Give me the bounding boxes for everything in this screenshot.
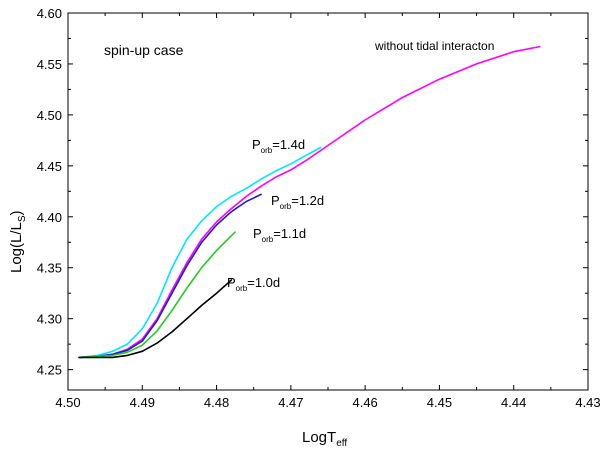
annotation-porb-1-0d: Porb=1.0d: [227, 275, 280, 293]
series-line-4: [78, 279, 233, 359]
x-tick-label: 4.46: [352, 395, 377, 410]
annotation-porb-1-4d: Porb=1.4d: [252, 137, 305, 155]
x-tick-label: 4.49: [130, 395, 155, 410]
y-tick-label: 4.60: [37, 6, 62, 21]
annotation-without-tidal: without tidal interacton: [374, 39, 494, 53]
y-tick-label: 4.30: [37, 312, 62, 327]
y-tick-label: 4.55: [37, 57, 62, 72]
x-tick-label: 4.45: [427, 395, 452, 410]
y-tick-label: 4.50: [37, 108, 62, 123]
annotation-porb-1-0d-prefix: P: [227, 275, 236, 290]
y-axis-label-sub: S: [17, 215, 28, 222]
x-axis-label: LogTeff: [302, 429, 347, 449]
y-tick-label: 4.45: [37, 159, 62, 174]
annotation-porb-1-2d-value: =1.2d: [291, 193, 324, 208]
x-tick-label: 4.50: [55, 395, 80, 410]
series-line-3: [78, 231, 236, 359]
annotation-porb-1-4d-prefix: P: [252, 137, 261, 152]
annotation-porb-1-2d: Porb=1.2d: [271, 193, 324, 211]
y-axis-label: Log(L/LS): [8, 210, 28, 273]
annotation-porb-1-2d-sub: orb: [280, 202, 292, 211]
annotation-porb-1-0d-value: =1.0d: [247, 275, 280, 290]
x-axis-label-main: LogT: [302, 429, 336, 446]
y-tick-label: 4.25: [37, 363, 62, 378]
annotation-porb-1-0d-sub: orb: [236, 284, 248, 293]
annotation-spin-up-case: spin-up case: [104, 42, 184, 58]
annotation-porb-1-1d-prefix: P: [253, 226, 262, 241]
annotation-porb-1-1d-sub: orb: [262, 235, 274, 244]
y-axis-ticks: 4.25 4.30 4.35 4.40 4.45 4.50 4.55 4.60: [37, 6, 588, 378]
y-axis-label-close: ): [8, 210, 25, 215]
x-tick-label: 4.48: [204, 395, 229, 410]
x-tick-label: 4.43: [575, 395, 600, 410]
x-tick-label: 4.47: [278, 395, 303, 410]
y-axis-label-main: Log(L/L: [8, 222, 25, 273]
annotation-porb-1-4d-sub: orb: [261, 146, 273, 155]
x-tick-label: 4.44: [501, 395, 526, 410]
annotation-porb-1-4d-value: =1.4d: [272, 137, 305, 152]
x-axis-ticks: 4.50 4.49 4.48 4.47 4.46 4.45 4.44 4.43: [55, 13, 600, 410]
y-tick-label: 4.35: [37, 261, 62, 276]
series-line-2: [78, 193, 262, 359]
series-line-1: [78, 146, 322, 359]
y-tick-label: 4.40: [37, 210, 62, 225]
annotation-porb-1-1d: Porb=1.1d: [253, 226, 306, 244]
annotation-porb-1-1d-value: =1.1d: [273, 226, 306, 241]
series-line-0: [78, 45, 541, 359]
series-lines: [78, 45, 541, 359]
annotation-porb-1-2d-prefix: P: [271, 193, 280, 208]
x-axis-label-sub: eff: [336, 438, 347, 449]
